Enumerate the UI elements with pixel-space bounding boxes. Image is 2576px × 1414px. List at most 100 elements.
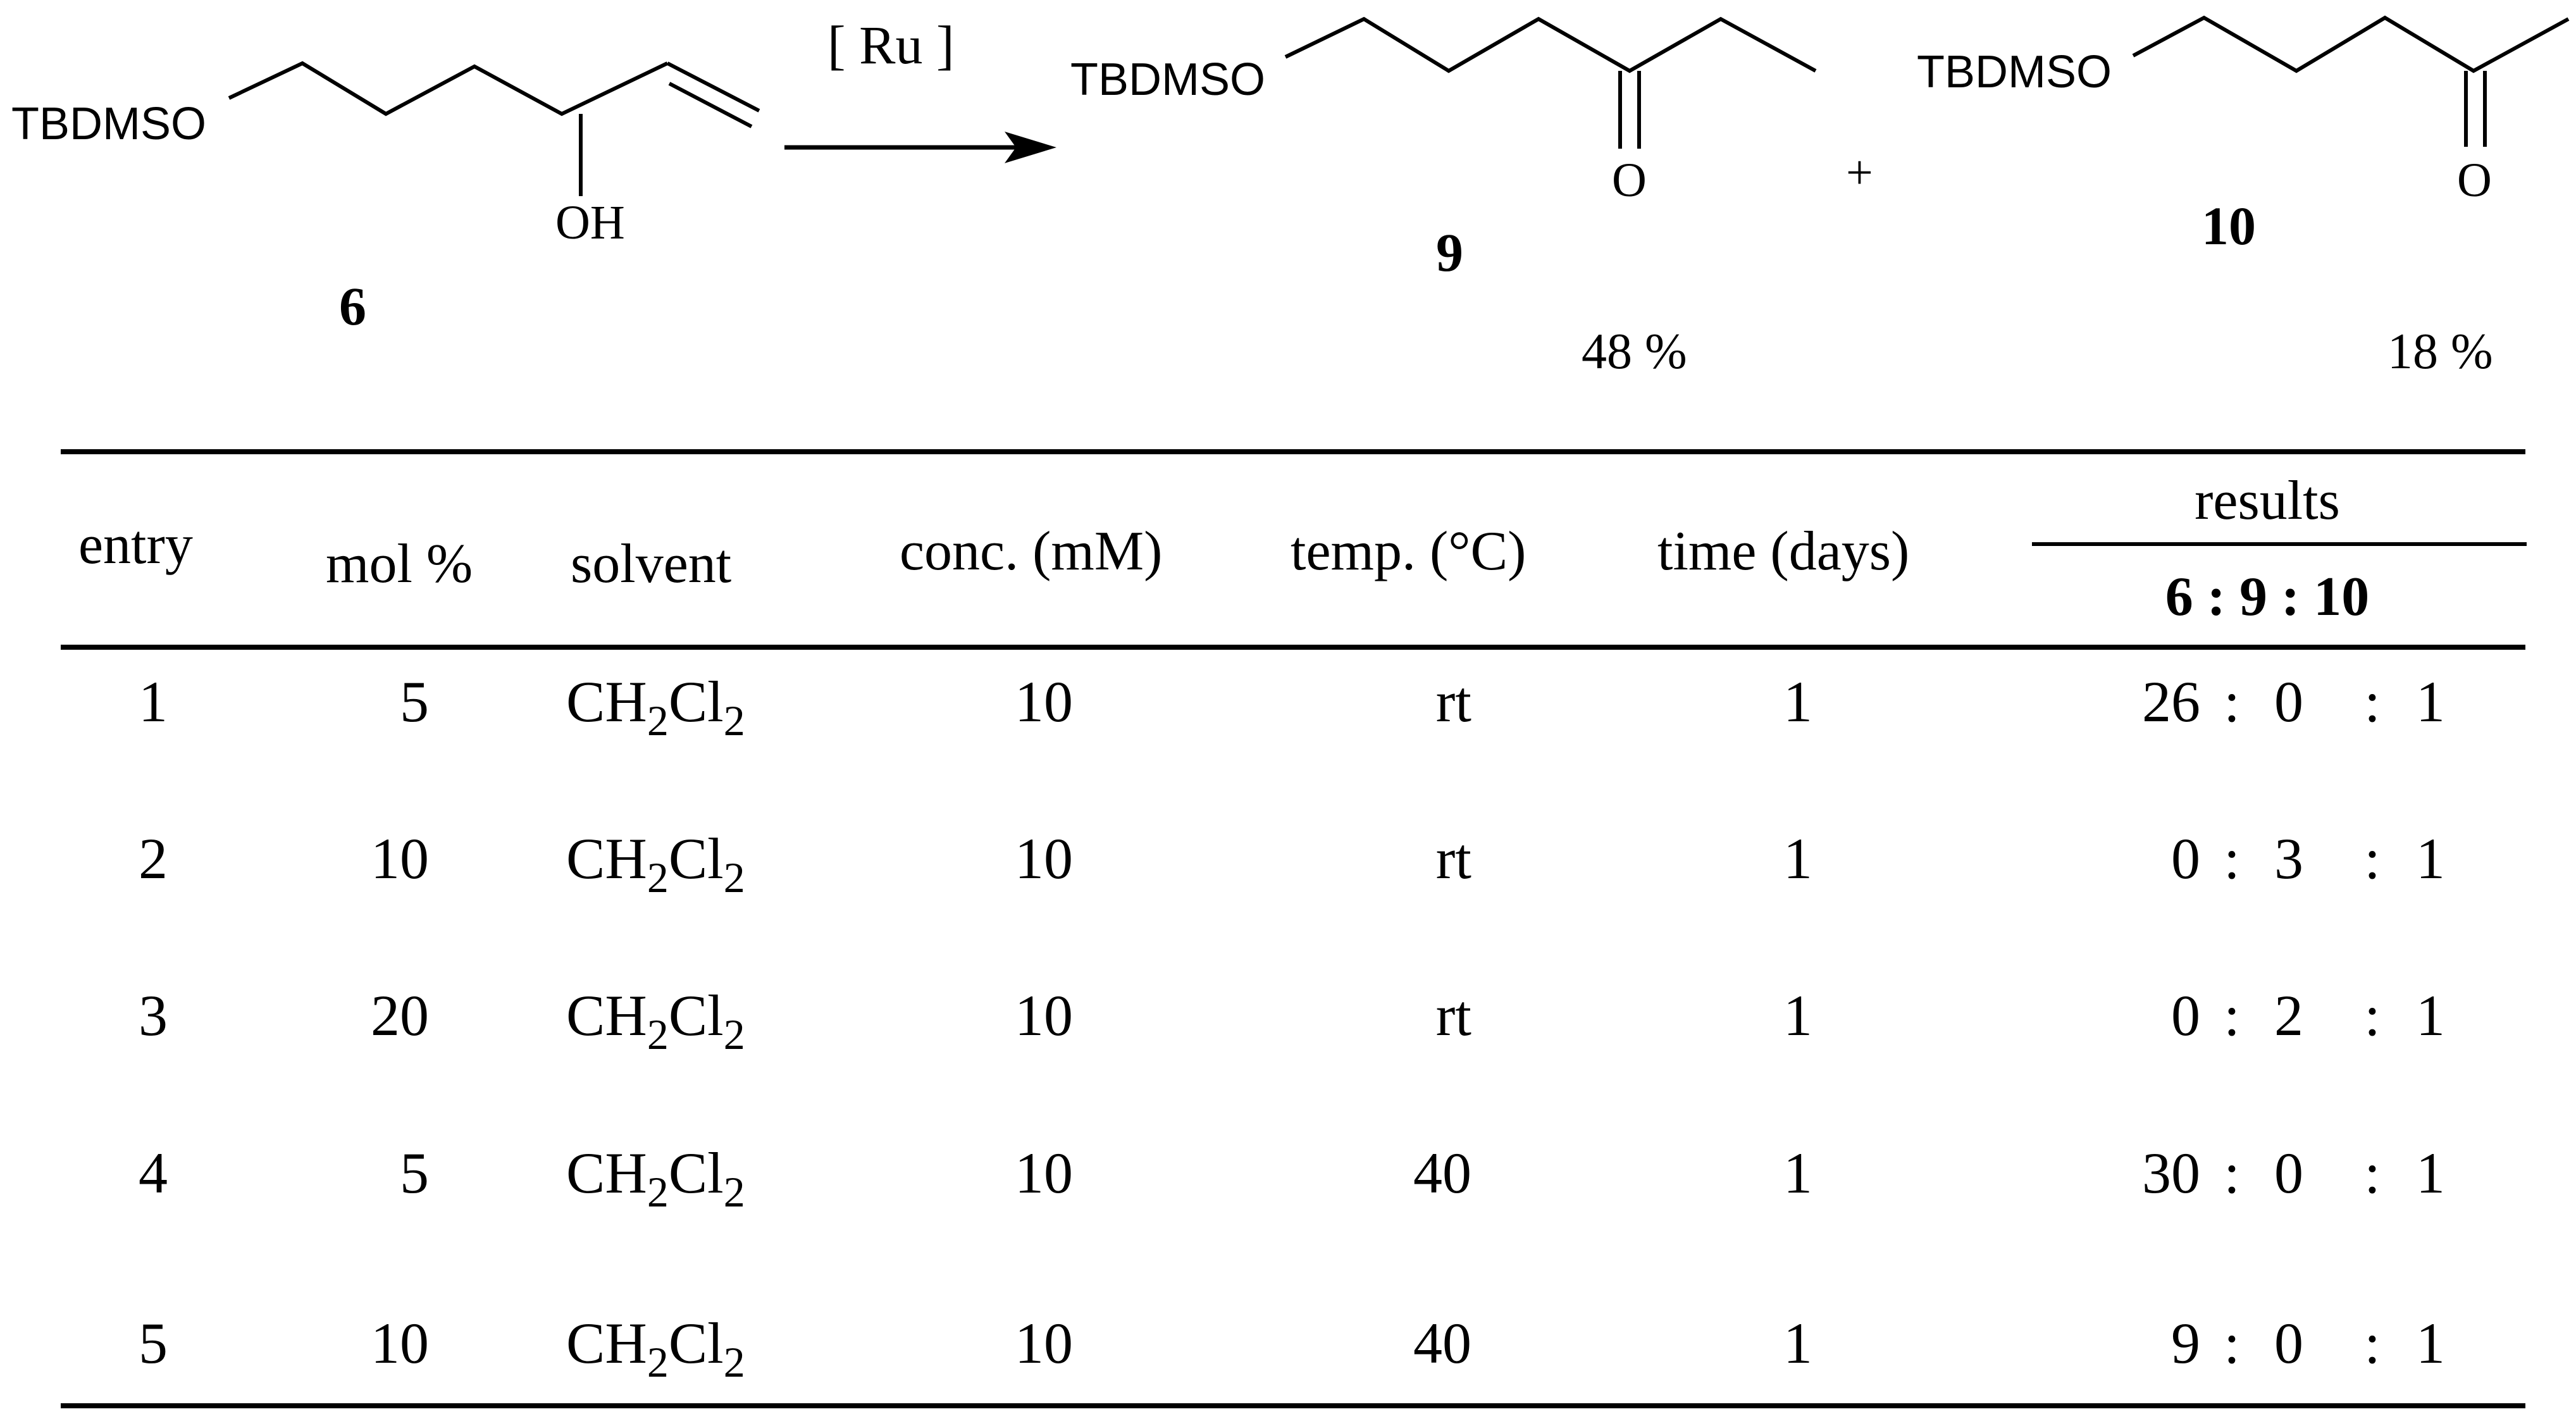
cell-time: 1 — [1783, 1311, 1812, 1375]
cell-solvent: CH2Cl2 — [566, 826, 745, 902]
compound-label-9: 9 — [1436, 222, 1463, 283]
cell-time: 1 — [1783, 1141, 1812, 1205]
product-10: TBDMSO O 10 18 % — [1917, 15, 2570, 380]
cell-conc: 10 — [1015, 669, 1073, 734]
solvent-subscript: 2 — [724, 697, 745, 745]
cell-temp: 40 — [1413, 1141, 1471, 1205]
cell-conc: 10 — [1015, 983, 1073, 1048]
ratio-separator: : — [2364, 669, 2381, 734]
compound-label-10: 10 — [2201, 195, 2256, 256]
cell-entry: 3 — [139, 983, 168, 1048]
ratio-separator: : — [2364, 983, 2381, 1048]
cell-ratio-10: 1 — [2416, 1141, 2445, 1205]
cell-entry: 1 — [139, 669, 168, 734]
yield-label-9: 48 % — [1582, 324, 1687, 380]
header-mol: mol % — [326, 533, 473, 595]
table-row: 2 10 CH2Cl2 10 rt 1 0:3:1 — [139, 826, 2445, 902]
cell-ratio-6: 30 — [2142, 1141, 2200, 1205]
cell-ratio-9: 2 — [2274, 983, 2303, 1048]
header-results: results — [2195, 470, 2340, 531]
cell-ratio-10: 1 — [2416, 1311, 2445, 1375]
cell-ratio-6: 9 — [2171, 1311, 2200, 1375]
product-9: TBDMSO O 9 48 % — [1070, 16, 1817, 380]
solvent-part: Cl — [669, 669, 724, 734]
header-ratio: 6 : 9 : 10 — [2165, 566, 2370, 628]
chain-bonds-sm — [228, 61, 669, 116]
cell-solvent: CH2Cl2 — [566, 1141, 745, 1216]
cell-temp: rt — [1436, 826, 1472, 891]
cell-ratio-9: 0 — [2274, 669, 2303, 734]
starting-material-6: TBDMSO OH 6 — [11, 61, 760, 337]
cell-ratio-9: 0 — [2274, 1311, 2303, 1375]
header-time: time (days) — [1657, 521, 1909, 582]
ratio-separator: : — [2224, 669, 2240, 734]
cell-conc: 10 — [1015, 1141, 1073, 1205]
reaction-arrow-head — [1005, 132, 1056, 163]
cell-ratio-10: 1 — [2416, 669, 2445, 734]
solvent-subscript: 2 — [724, 1010, 745, 1058]
solvent-part: CH — [566, 1311, 647, 1375]
header-solvent: solvent — [571, 533, 731, 595]
carbonyl-o-label-9: O — [1612, 154, 1647, 207]
solvent-subscript: 2 — [647, 853, 669, 902]
solvent-subscript: 2 — [724, 1168, 745, 1216]
ratio-separator: : — [2224, 983, 2240, 1048]
vinyl-double-bond-inner — [668, 82, 753, 128]
solvent-subscript: 2 — [647, 1010, 669, 1058]
solvent-part: CH — [566, 669, 647, 734]
solvent-part: CH — [566, 983, 647, 1048]
solvent-part: CH — [566, 826, 647, 891]
solvent-part: Cl — [669, 1311, 724, 1375]
cell-ratio-10: 1 — [2416, 983, 2445, 1048]
ratio-separator: : — [2224, 1311, 2240, 1375]
table-header: entry mol % solvent conc. (mM) temp. (°C… — [78, 470, 2527, 628]
solvent-subscript: 2 — [647, 1168, 669, 1216]
carbonyl-o-label-10: O — [2457, 154, 2492, 207]
cell-ratio-6: 0 — [2171, 983, 2200, 1048]
yield-label-10: 18 % — [2387, 324, 2493, 380]
reaction-arrow-group: [ Ru ] — [784, 15, 1056, 163]
vinyl-double-bond — [666, 61, 760, 113]
hydroxyl-label: OH — [555, 196, 625, 249]
cell-conc: 10 — [1015, 826, 1073, 891]
cell-temp: rt — [1436, 983, 1472, 1048]
table-row: 3 20 CH2Cl2 10 rt 1 0:2:1 — [139, 983, 2445, 1058]
table-body: 1 5 CH2Cl2 10 rt 1 26:0:12 10 CH2Cl2 10 rt 1 0:3:13 2… — [139, 669, 2445, 1386]
table-row: 4 5 CH2Cl2 10 40 1 30:0:1 — [139, 1141, 2445, 1216]
cell-mol: 10 — [371, 826, 429, 891]
cell-solvent: CH2Cl2 — [566, 669, 745, 745]
table-row: 1 5 CH2Cl2 10 rt 1 26:0:1 — [139, 669, 2445, 745]
solvent-part: Cl — [669, 826, 724, 891]
cell-ratio-9: 0 — [2274, 1141, 2303, 1205]
cell-entry: 5 — [139, 1311, 168, 1375]
cell-ratio-6: 0 — [2171, 826, 2200, 891]
cell-time: 1 — [1783, 669, 1812, 734]
header-conc: conc. (mM) — [900, 521, 1162, 582]
tbdmso-label-9: TBDMSO — [1070, 54, 1265, 105]
solvent-part: Cl — [669, 1141, 724, 1205]
cell-mol: 20 — [371, 983, 429, 1048]
cell-solvent: CH2Cl2 — [566, 983, 745, 1058]
ratio-separator: : — [2364, 1311, 2381, 1375]
solvent-part: Cl — [669, 983, 724, 1048]
compound-label-6: 6 — [339, 276, 366, 337]
cell-entry: 2 — [139, 826, 168, 891]
solvent-part: CH — [566, 1141, 647, 1205]
cell-mol: 10 — [371, 1311, 429, 1375]
ratio-separator: : — [2224, 1141, 2240, 1205]
solvent-subscript: 2 — [647, 697, 669, 745]
cell-mol: 5 — [400, 669, 429, 734]
solvent-subscript: 2 — [724, 1338, 745, 1386]
table-row: 5 10 CH2Cl2 10 40 1 9:0:1 — [139, 1311, 2445, 1386]
solvent-subscript: 2 — [647, 1338, 669, 1386]
cell-conc: 10 — [1015, 1311, 1073, 1375]
tbdmso-label-10: TBDMSO — [1917, 47, 2112, 97]
chain-bonds-9 — [1284, 16, 1817, 73]
reagent-label: [ Ru ] — [827, 15, 955, 75]
cell-temp: rt — [1436, 669, 1472, 734]
chain-bonds-10 — [2132, 15, 2570, 73]
cell-temp: 40 — [1413, 1311, 1471, 1375]
header-temp: temp. (°C) — [1291, 521, 1526, 582]
plus-sign: + — [1846, 146, 1873, 199]
ratio-separator: : — [2364, 826, 2381, 891]
